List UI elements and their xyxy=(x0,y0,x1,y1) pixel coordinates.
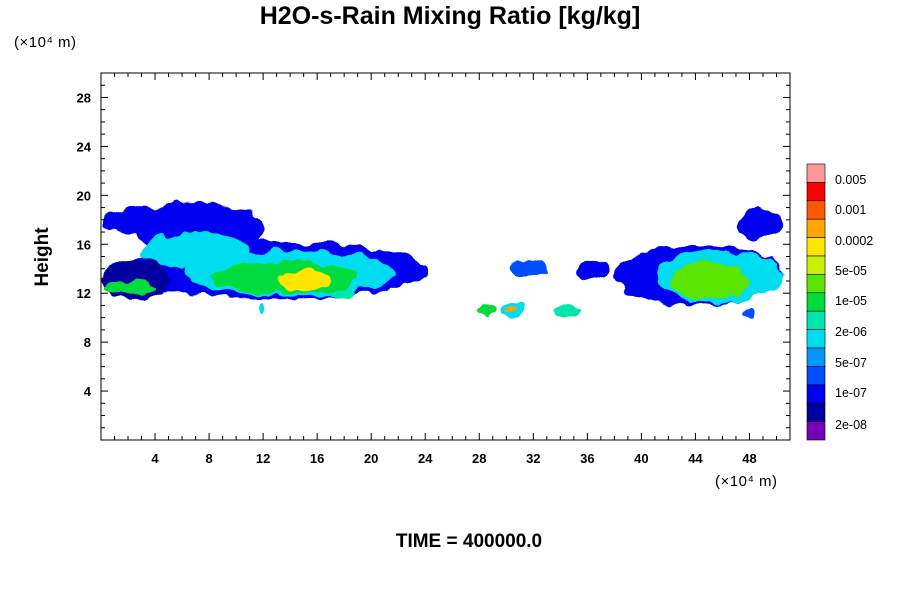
y-tick-label: 24 xyxy=(77,139,92,154)
rain-region-7 xyxy=(276,271,331,291)
colorbar-label: 5e-07 xyxy=(835,356,867,370)
y-tick-label: 28 xyxy=(77,90,91,105)
rain-region-11 xyxy=(506,261,547,277)
colorbar-swatch xyxy=(806,218,826,238)
chart-title: H2O-s-Rain Mixing Ratio [kg/kg] xyxy=(259,2,641,30)
colorbar-label: 5e-05 xyxy=(835,264,867,278)
x-tick-label: 16 xyxy=(310,451,324,466)
time-caption: TIME = 400000.0 xyxy=(395,531,543,552)
rain-region-9 xyxy=(256,305,264,314)
colorbar-swatch xyxy=(806,366,826,386)
x-axis-unit: (×10⁴ m) xyxy=(715,473,778,490)
colorbar-swatch xyxy=(806,310,826,330)
x-tick-label: 48 xyxy=(742,451,756,466)
x-tick-label: 28 xyxy=(472,451,486,466)
y-tick-label: 20 xyxy=(77,188,91,203)
x-tick-label: 24 xyxy=(418,451,433,466)
x-tick-label: 44 xyxy=(688,451,703,466)
colorbar-swatch xyxy=(806,292,826,312)
colorbar-swatch xyxy=(806,402,826,422)
y-tick-label: 16 xyxy=(77,237,91,252)
y-tick-label: 8 xyxy=(84,335,91,350)
y-axis-unit: (×10⁴ m) xyxy=(14,34,77,51)
rain-region-19 xyxy=(668,262,750,300)
x-tick-label: 4 xyxy=(151,451,159,466)
x-tick-label: 8 xyxy=(205,451,212,466)
colorbar-swatch xyxy=(806,255,826,275)
colorbar-label: 1e-05 xyxy=(835,294,867,308)
x-tick-label: 20 xyxy=(364,451,378,466)
x-tick-label: 12 xyxy=(256,451,270,466)
colorbar-swatch xyxy=(806,347,826,367)
rain-region-3 xyxy=(101,258,169,300)
rain-region-8 xyxy=(101,280,156,294)
x-tick-label: 36 xyxy=(580,451,594,466)
colorbar: 0.005 0.001 0.0002 5e-05 1e-05 2e-06 5e-07 1e-0… xyxy=(806,163,873,441)
colorbar-label: 1e-07 xyxy=(835,386,867,400)
y-tick-label: 12 xyxy=(77,286,91,301)
x-tick-label: 32 xyxy=(526,451,540,466)
colorbar-swatch xyxy=(806,163,826,183)
colorbar-label: 0.005 xyxy=(835,173,866,187)
rain-region-16 xyxy=(553,305,581,318)
y-tick-label: 4 xyxy=(84,384,92,399)
colorbar-swatch xyxy=(806,384,826,404)
rain-regions xyxy=(101,201,784,318)
colorbar-swatch xyxy=(806,421,826,441)
rain-region-13 xyxy=(479,305,493,316)
rain-region-12 xyxy=(573,261,608,281)
rain-region-21 xyxy=(742,307,757,318)
colorbar-swatch xyxy=(806,274,826,294)
colorbar-swatch xyxy=(806,237,826,257)
rain-region-15 xyxy=(506,307,520,314)
colorbar-swatch xyxy=(806,200,826,220)
colorbar-swatch xyxy=(806,329,826,349)
colorbar-label: 0.001 xyxy=(835,203,866,217)
rain-region-10 xyxy=(330,287,358,300)
colorbar-label: 2e-06 xyxy=(835,325,867,339)
rain-region-20 xyxy=(735,207,784,239)
colorbar-label: 2e-08 xyxy=(835,418,867,432)
colorbar-label: 0.0002 xyxy=(835,234,873,248)
colorbar-swatch xyxy=(806,182,826,202)
x-tick-label: 40 xyxy=(634,451,648,466)
